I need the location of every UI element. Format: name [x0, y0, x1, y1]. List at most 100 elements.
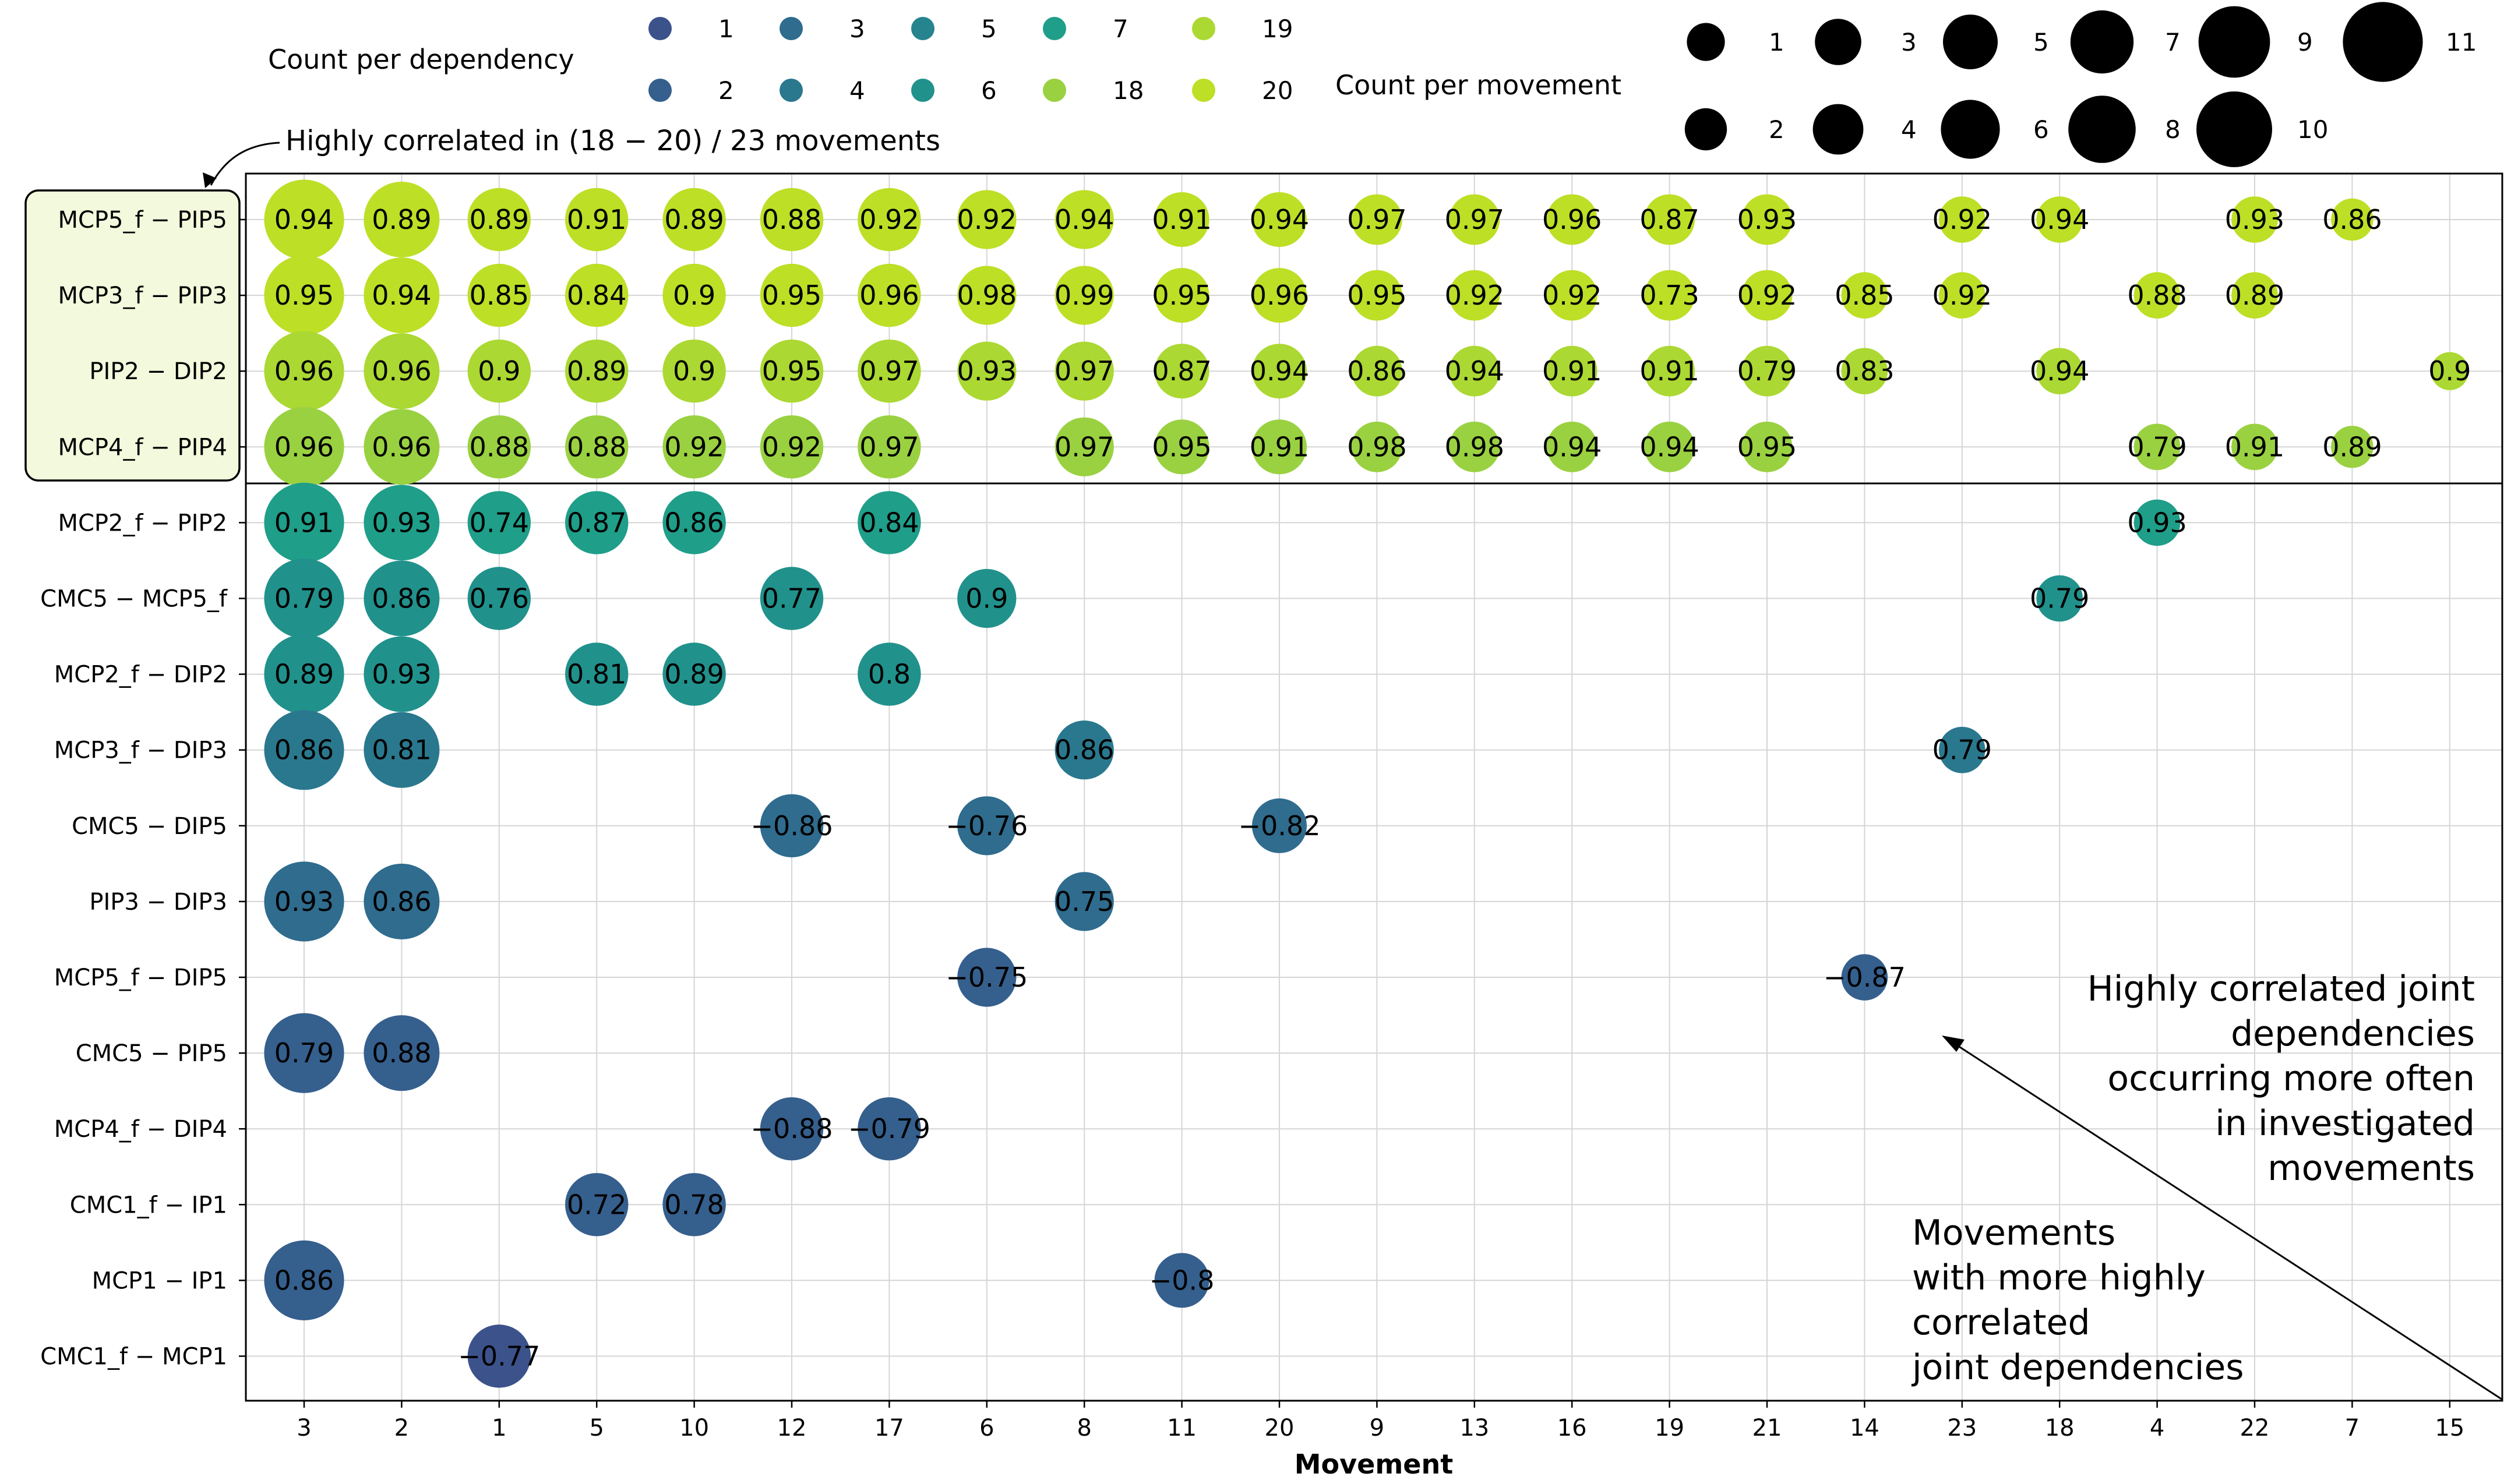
x-tick-label: 9: [1370, 1415, 1384, 1441]
bubble-value-label: 0.81: [567, 659, 626, 690]
bubble-point: [1741, 270, 1793, 321]
bubble-point: [1644, 421, 1695, 472]
y-tick-label: CMC5 − DIP5: [72, 813, 227, 840]
bubble-point: [364, 485, 440, 561]
bubble-value-label: 0.91: [1152, 204, 1211, 235]
bubble-value-label: 0.97: [859, 355, 919, 387]
bubble-point: [467, 340, 531, 403]
bubble-value-label: 0.89: [2225, 280, 2284, 311]
color-legend-label: 6: [981, 76, 997, 105]
size-legend-marker: [2070, 10, 2134, 74]
bubble-value-label: 0.9: [965, 583, 1008, 614]
color-legend-title: Count per dependency: [268, 44, 574, 75]
size-legend-label: 8: [2165, 115, 2181, 144]
y-tick-label: MCP5_f − DIP5: [54, 964, 227, 991]
color-legend-label: 19: [1262, 15, 1293, 43]
bubble-point: [858, 491, 921, 554]
bubble-point: [264, 482, 344, 563]
x-tick-label: 20: [1265, 1415, 1295, 1441]
bubble-point: [364, 257, 440, 334]
y-axis-tick-labels: MCP5_f − PIP5 MCP3_f − PIP3 PIP2 − DIP2 MCP…: [40, 207, 246, 1370]
bubble-point: [2133, 499, 2181, 546]
bubble-value-label: −0.75: [946, 962, 1028, 993]
bubble-value-label: 0.92: [1737, 280, 1797, 311]
bubble-point: [1741, 421, 1793, 472]
bubble-point: [467, 188, 531, 252]
bubble-value-label: 0.79: [1737, 355, 1797, 387]
x-axis-tick-labels: 3 2 1 5 10 12 17 6 8 11 20 9 13 16 19 21 14 23 18 4 22 7 15: [297, 1401, 2464, 1441]
bubble-value-label: 0.79: [1932, 734, 1992, 766]
bubble-value-label: 0.84: [859, 507, 919, 538]
top-group-arrowhead: [203, 172, 217, 188]
bubble-value-label: 0.93: [2127, 507, 2186, 538]
bubble-point: [2331, 426, 2374, 468]
bubble-point: [957, 568, 1017, 628]
x-tick-label: 22: [2240, 1415, 2270, 1441]
bubble-point: [760, 567, 824, 630]
bubble-value-label: 0.94: [2030, 355, 2089, 387]
bubble-point: [662, 491, 726, 554]
bubble-point: [957, 341, 1017, 401]
bubble-value-label: 0.89: [664, 659, 724, 690]
bubble-value-label: 0.94: [274, 204, 334, 235]
bubble-value-label: 0.96: [1542, 204, 1602, 235]
bubble-value-label: 0.92: [1542, 280, 1602, 311]
bubble-value-label: 0.79: [274, 583, 334, 614]
bubble-point: [1154, 1253, 1209, 1308]
bubble-value-label: 0.86: [1347, 355, 1406, 387]
y-tick-label: MCP5_f − PIP5: [58, 207, 227, 234]
bubble-point: [858, 188, 921, 252]
bubble-value-label: 0.86: [274, 1264, 334, 1296]
bubble-point: [1741, 345, 1793, 397]
bubble-value-label: 0.92: [762, 431, 821, 462]
bubble-value-label: 0.8: [868, 659, 911, 690]
bubble-value-label: 0.9: [478, 355, 520, 387]
bubble-value-label: 0.91: [1250, 431, 1309, 462]
bubble-marks: 0.94 0.89 0.89 0.91 0.89 0.88 0.92 0.92 0.94 0.91…: [264, 179, 2471, 1388]
bubble-point: [760, 263, 824, 327]
bubble-point: [565, 491, 629, 554]
size-legend-label: 6: [2033, 115, 2049, 144]
bubble-point: [957, 948, 1017, 1007]
bubble-point: [2036, 348, 2083, 394]
x-tick-label: 6: [979, 1415, 994, 1441]
color-legend-label: 20: [1262, 76, 1293, 105]
movements-note-line: joint dependencies: [1911, 1347, 2244, 1388]
bubble-value-label: 0.88: [372, 1037, 431, 1069]
bubble-value-label: 0.84: [567, 280, 626, 311]
bubble-point: [1352, 194, 1402, 245]
bubble-point: [1055, 341, 1114, 401]
y-tick-label: MCP2_f − DIP2: [54, 662, 227, 688]
bubble-value-label: −0.86: [751, 810, 833, 842]
x-tick-label: 2: [394, 1415, 409, 1441]
plot-frame: [245, 172, 2503, 1402]
bubble-value-label: 0.89: [470, 204, 529, 235]
color-legend-marker: [1043, 17, 1066, 40]
y-tick-label: PIP2 − DIP2: [89, 358, 227, 385]
size-legend-marker: [2343, 2, 2423, 82]
bubble-value-label: 0.91: [1542, 355, 1602, 387]
bubble-point: [1055, 720, 1114, 780]
bubble-value-label: 0.79: [2030, 583, 2089, 614]
bubble-point: [1644, 345, 1695, 397]
bubble-point: [1352, 345, 1402, 397]
bubble-value-label: 0.81: [372, 734, 431, 766]
size-legend-label: 7: [2165, 28, 2181, 56]
bubble-point: [467, 263, 531, 327]
x-tick-label: 13: [1459, 1415, 1489, 1441]
bubble-value-label: 0.92: [957, 204, 1017, 235]
bubble-point: [364, 712, 440, 788]
bubble-point: [1449, 270, 1500, 321]
bubble-value-label: 0.89: [274, 659, 334, 690]
bubble-point: [1055, 190, 1114, 249]
bubble-point: [858, 642, 921, 706]
bubble-value-label: 0.79: [274, 1037, 334, 1069]
bubble-point: [1939, 272, 1985, 319]
bubble-point: [1055, 872, 1114, 931]
bubble-value-label: 0.78: [664, 1189, 724, 1220]
x-tick-label: 11: [1167, 1415, 1197, 1441]
bubble-value-label: 0.98: [957, 280, 1017, 311]
bubble-point: [264, 331, 344, 411]
bubble-value-label: 0.95: [762, 355, 821, 387]
x-tick-label: 4: [2150, 1415, 2164, 1441]
